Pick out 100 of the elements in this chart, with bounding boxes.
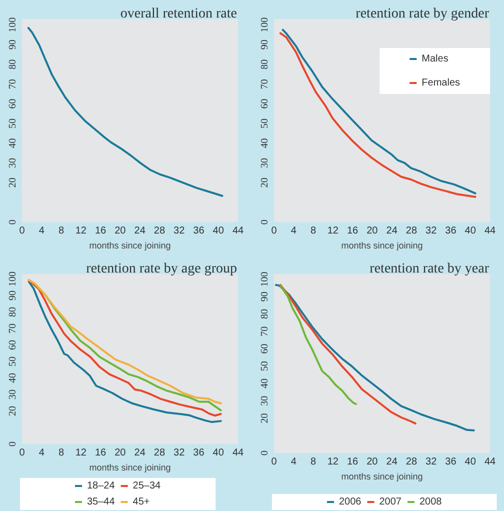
x-tick-label: 24 <box>386 456 398 468</box>
legend-label: 2006 <box>339 496 362 508</box>
x-tick-label: 0 <box>271 226 278 237</box>
x-tick-label: 36 <box>445 456 457 468</box>
line-series <box>279 284 416 424</box>
x-tick-label: 16 <box>346 226 359 237</box>
y-tick-label: 70 <box>260 326 270 336</box>
y-tick-label: 80 <box>8 306 18 317</box>
legend-label: 2007 <box>379 496 402 508</box>
y-tick-label: 80 <box>260 59 270 70</box>
x-tick-label: 32 <box>426 456 438 468</box>
x-tick-label: 8 <box>58 448 64 458</box>
y-tick-label: 0 <box>8 220 18 225</box>
x-tick-label: 12 <box>75 226 87 237</box>
legend-label: Females <box>422 78 460 88</box>
y-tick-label: 40 <box>8 372 18 383</box>
x-tick-label: 28 <box>406 456 418 468</box>
y-tick-label: 100 <box>260 272 270 287</box>
x-tick-label: 4 <box>38 226 45 237</box>
y-tick-label: 30 <box>260 158 270 168</box>
y-tick-label: 20 <box>8 406 18 416</box>
x-tick-label: 28 <box>154 448 166 458</box>
y-tick-label: 20 <box>260 413 270 424</box>
x-axis-title: months since joining <box>341 471 423 482</box>
y-tick-label: 100 <box>8 17 18 32</box>
chart-title: retention rate by gender <box>356 6 490 22</box>
x-tick-label: 40 <box>464 226 476 237</box>
y-tick-label: 50 <box>8 118 18 129</box>
x-tick-label: 36 <box>193 226 205 237</box>
x-tick-label: 16 <box>94 448 107 458</box>
y-tick-label: 70 <box>8 323 18 334</box>
y-tick-label: 60 <box>8 98 18 109</box>
x-tick-label: 12 <box>327 456 339 468</box>
y-tick-label: 40 <box>260 138 270 148</box>
legend-label: 35–44 <box>87 496 116 508</box>
chart-title: retention rate by age group <box>86 262 237 276</box>
y-tick-label: 20 <box>8 178 18 188</box>
x-tick-label: 32 <box>174 448 186 458</box>
y-tick-label: 30 <box>260 396 270 406</box>
x-tick-label: 24 <box>134 226 146 237</box>
legend-label: 45+ <box>132 496 150 508</box>
x-tick-label: 36 <box>445 226 457 237</box>
x-tick-label: 40 <box>212 448 224 458</box>
x-tick-label: 20 <box>114 226 126 237</box>
x-axis-title: months since joining <box>89 462 171 472</box>
x-tick-label: 44 <box>232 226 244 237</box>
x-tick-label: 16 <box>94 226 107 237</box>
y-tick-label: 90 <box>8 40 18 50</box>
x-tick-label: 24 <box>134 448 146 458</box>
x-tick-label: 12 <box>327 226 339 237</box>
x-tick-label: 44 <box>232 448 244 458</box>
x-tick-label: 28 <box>406 226 418 237</box>
x-tick-label: 4 <box>290 226 297 237</box>
line-series <box>279 284 357 405</box>
chart-title: retention rate by year <box>370 262 490 276</box>
x-tick-label: 8 <box>310 456 316 468</box>
y-tick-label: 30 <box>8 389 18 400</box>
y-tick-label: 100 <box>8 271 18 286</box>
x-tick-label: 20 <box>114 448 126 458</box>
y-tick-label: 100 <box>260 17 270 32</box>
line-series <box>27 26 224 197</box>
line-series <box>274 284 475 432</box>
y-tick-label: 60 <box>260 344 270 354</box>
x-axis-title: months since joining <box>341 240 423 250</box>
x-tick-label: 4 <box>38 448 45 458</box>
y-tick-label: 60 <box>8 340 18 350</box>
x-tick-label: 8 <box>58 226 64 237</box>
y-tick-label: 80 <box>8 59 18 70</box>
x-tick-label: 44 <box>484 226 496 237</box>
y-tick-label: 0 <box>260 220 270 225</box>
y-tick-label: 50 <box>260 118 270 129</box>
x-tick-label: 12 <box>75 448 87 458</box>
y-tick-label: 70 <box>260 79 270 90</box>
x-tick-label: 0 <box>19 226 26 237</box>
y-tick-label: 20 <box>260 178 270 188</box>
x-tick-label: 40 <box>212 226 224 237</box>
legend-label: Males <box>422 54 448 64</box>
legend-label: 2008 <box>419 496 442 508</box>
x-tick-label: 16 <box>346 456 359 468</box>
x-tick-label: 0 <box>19 448 26 458</box>
y-tick-label: 70 <box>8 79 18 90</box>
y-tick-label: 0 <box>8 442 18 446</box>
x-tick-label: 28 <box>154 226 166 237</box>
legend-label: 25–34 <box>132 480 162 492</box>
x-tick-label: 40 <box>464 456 476 468</box>
y-tick-label: 60 <box>260 98 270 109</box>
y-tick-label: 30 <box>8 158 18 168</box>
x-tick-label: 32 <box>426 226 438 237</box>
y-tick-label: 40 <box>8 138 18 148</box>
x-tick-label: 20 <box>366 456 378 468</box>
x-tick-label: 36 <box>193 448 205 458</box>
x-tick-label: 20 <box>366 226 378 237</box>
y-tick-label: 80 <box>260 308 270 319</box>
y-tick-label: 90 <box>8 290 18 300</box>
x-tick-label: 32 <box>174 226 186 237</box>
y-tick-label: 90 <box>260 40 270 50</box>
y-tick-label: 50 <box>260 361 270 372</box>
x-axis-title: months since joining <box>89 240 171 250</box>
chart-title: overall retention rate <box>120 6 237 22</box>
x-tick-label: 8 <box>310 226 316 237</box>
